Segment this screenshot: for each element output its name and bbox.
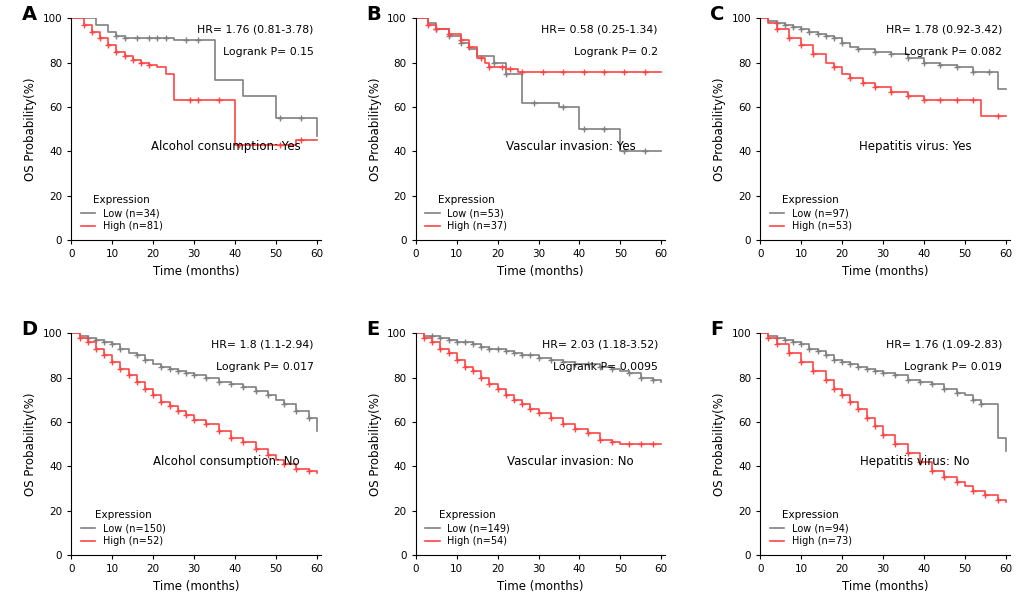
Text: HR= 1.8 (1.1-2.94): HR= 1.8 (1.1-2.94) — [211, 340, 313, 350]
Text: Logrank P= 0.082: Logrank P= 0.082 — [904, 47, 1002, 57]
Text: F: F — [709, 320, 722, 339]
X-axis label: Time (months): Time (months) — [153, 580, 239, 593]
X-axis label: Time (months): Time (months) — [153, 265, 239, 278]
Legend: Low (n=97), High (n=53): Low (n=97), High (n=53) — [767, 193, 853, 233]
Text: Vascular invasion: No: Vascular invasion: No — [506, 456, 633, 468]
Text: Logrank P= 0.017: Logrank P= 0.017 — [215, 362, 313, 372]
X-axis label: Time (months): Time (months) — [497, 265, 583, 278]
Text: D: D — [21, 320, 38, 339]
Legend: Low (n=53), High (n=37): Low (n=53), High (n=37) — [423, 193, 508, 233]
Text: Logrank P= 0.2: Logrank P= 0.2 — [574, 47, 657, 57]
Text: Hepatitis virus: No: Hepatitis virus: No — [859, 456, 969, 468]
Text: HR= 1.76 (0.81-3.78): HR= 1.76 (0.81-3.78) — [197, 25, 313, 35]
Text: HR= 0.58 (0.25-1.34): HR= 0.58 (0.25-1.34) — [541, 25, 657, 35]
Text: Alcohol consumption: No: Alcohol consumption: No — [153, 456, 300, 468]
Y-axis label: OS Probability(%): OS Probability(%) — [24, 77, 37, 181]
Text: E: E — [366, 320, 379, 339]
Text: Hepatitis virus: Yes: Hepatitis virus: Yes — [858, 140, 970, 154]
Y-axis label: OS Probability(%): OS Probability(%) — [368, 77, 381, 181]
Text: C: C — [709, 5, 723, 24]
Text: B: B — [366, 5, 380, 24]
Text: HR= 1.76 (1.09-2.83): HR= 1.76 (1.09-2.83) — [886, 340, 1002, 350]
X-axis label: Time (months): Time (months) — [841, 580, 927, 593]
Y-axis label: OS Probability(%): OS Probability(%) — [368, 392, 381, 496]
Text: HR= 1.78 (0.92-3.42): HR= 1.78 (0.92-3.42) — [886, 25, 1002, 35]
Legend: Low (n=34), High (n=81): Low (n=34), High (n=81) — [78, 193, 165, 233]
Text: Logrank P= 0.15: Logrank P= 0.15 — [222, 47, 313, 57]
Y-axis label: OS Probability(%): OS Probability(%) — [24, 392, 37, 496]
Legend: Low (n=94), High (n=73): Low (n=94), High (n=73) — [767, 508, 853, 548]
Text: Alcohol consumption: Yes: Alcohol consumption: Yes — [151, 140, 301, 154]
Text: Logrank P= 0.019: Logrank P= 0.019 — [904, 362, 1002, 372]
Text: HR= 2.03 (1.18-3.52): HR= 2.03 (1.18-3.52) — [541, 340, 657, 350]
X-axis label: Time (months): Time (months) — [841, 265, 927, 278]
Legend: Low (n=150), High (n=52): Low (n=150), High (n=52) — [78, 508, 168, 548]
Legend: Low (n=149), High (n=54): Low (n=149), High (n=54) — [423, 508, 512, 548]
Text: Vascular invasion: Yes: Vascular invasion: Yes — [505, 140, 635, 154]
Text: A: A — [21, 5, 37, 24]
Y-axis label: OS Probability(%): OS Probability(%) — [712, 77, 726, 181]
X-axis label: Time (months): Time (months) — [497, 580, 583, 593]
Text: Logrank P= 0.0095: Logrank P= 0.0095 — [552, 362, 657, 372]
Y-axis label: OS Probability(%): OS Probability(%) — [712, 392, 726, 496]
